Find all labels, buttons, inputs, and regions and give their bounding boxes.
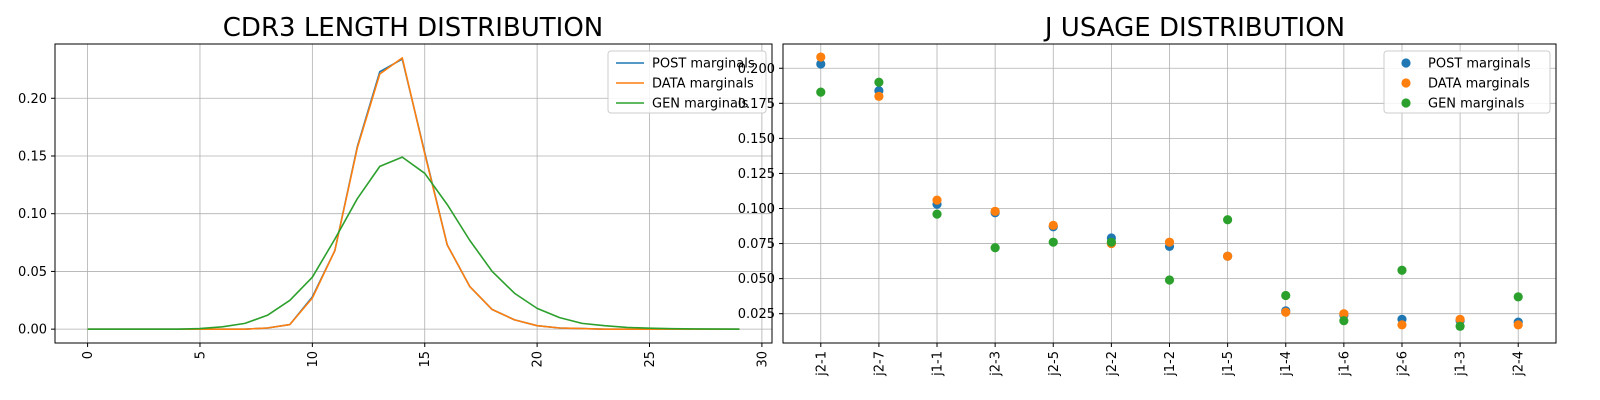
x-tick-label-3: j2-3 [989,351,1004,377]
x-tick-label-4: 20 [531,351,546,368]
x-tick-label-2: j1-1 [931,351,946,377]
legend-label-2: GEN marginals [1428,97,1525,112]
y-tick-label-6: 0.175 [738,97,775,112]
point-0-j2-1 [816,59,826,69]
y-tick-label-5: 0.150 [738,132,775,147]
point-2-j1-1 [932,209,942,219]
y-tick-label-2: 0.075 [738,237,775,252]
x-tick-label-6: j1-2 [1163,351,1178,377]
y-tick-label-4: 0.125 [738,167,775,182]
legend-swatch-0 [1401,58,1411,68]
y-tick-label-2: 0.10 [18,207,47,222]
x-tick-label-12: j2-4 [1512,351,1527,377]
x-tick-label-1: 5 [193,351,208,359]
j-usage-chart: J USAGE DISTRIBUTION j2-1 j2-7 j1-1 j2-3 j2-5… [738,13,1557,377]
y-tick-label-3: 0.15 [18,149,47,164]
legend-label-0: POST marginals [1428,57,1531,72]
point-2-j2-6 [1397,265,1407,275]
legend-label-1: DATA marginals [652,77,754,92]
point-1-j2-7 [874,91,884,101]
plot-frame [54,43,773,344]
point-2-j2-7 [874,77,884,87]
point-2-j1-6 [1339,316,1349,326]
legend-label-0: POST marginals [652,57,755,72]
series-line-2 [87,156,740,330]
legend-swatch-1 [1401,78,1411,88]
chart-title: J USAGE DISTRIBUTION [1043,13,1345,43]
legend-label-2: GEN marginals [652,97,749,112]
y-tick-label-1: 0.050 [738,272,775,287]
x-tick-label-10: j2-6 [1395,351,1410,377]
point-1-j1-2 [1164,237,1175,247]
point-1-j1-4 [1281,307,1291,317]
chart-title: CDR3 LENGTH DISTRIBUTION [223,13,603,43]
point-1-j1-6 [1339,309,1349,319]
cdr3-length-chart: CDR3 LENGTH DISTRIBUTION 0 5 10 15 20 25 30 0.00… [18,13,773,368]
point-2-j2-4 [1513,292,1523,302]
x-tick-label-5: 25 [643,351,658,368]
x-tick-label-11: j1-3 [1454,351,1469,377]
y-tick-label-0: 0.00 [18,323,47,338]
x-tick-label-4: j2-5 [1047,351,1062,377]
x-tick-label-0: j2-1 [814,351,829,377]
x-tick-label-3: 15 [418,351,433,368]
point-1-j1-3 [1455,314,1465,324]
x-tick-label-0: 0 [81,351,96,359]
legend-label-1: DATA marginals [1428,77,1530,92]
point-2-j2-1 [816,87,826,97]
legend: POST marginals DATA marginals GEN marginal… [607,50,767,114]
x-tick-label-5: j2-2 [1105,351,1120,377]
y-tick-label-0: 0.025 [738,307,775,322]
point-2-j2-3 [990,243,1000,253]
x-tick-label-7: j1-5 [1221,351,1236,377]
y-tick-label-7: 0.200 [738,62,775,77]
point-1-j1-5 [1223,251,1233,261]
point-2-j1-5 [1223,215,1233,225]
point-1-j2-5 [1048,220,1058,230]
point-1-j2-4 [1513,320,1523,330]
legend: POST marginals DATA marginals GEN marginal… [1383,50,1551,114]
point-2-j2-2 [1106,237,1116,247]
point-1-j2-3 [990,206,1000,216]
point-1-j2-6 [1397,320,1407,330]
point-1-j2-1 [816,52,826,62]
x-tick-label-2: 10 [306,351,321,368]
legend-swatch-2 [1401,98,1411,108]
y-tick-label-3: 0.100 [738,202,775,217]
y-tick-label-1: 0.05 [18,265,47,280]
legend-box [1383,50,1551,114]
point-2-j1-4 [1281,290,1291,301]
point-2-j1-2 [1164,275,1175,285]
point-1-j1-1 [932,195,942,205]
legend-box [607,50,767,114]
x-tick-label-9: j1-6 [1337,351,1352,377]
x-tick-label-8: j1-4 [1279,351,1294,377]
point-2-j1-3 [1455,321,1465,331]
x-tick-label-1: j2-7 [872,351,887,377]
point-2-j2-5 [1048,237,1058,247]
x-tick-label-6: 30 [755,351,770,368]
y-tick-label-4: 0.20 [18,92,47,107]
